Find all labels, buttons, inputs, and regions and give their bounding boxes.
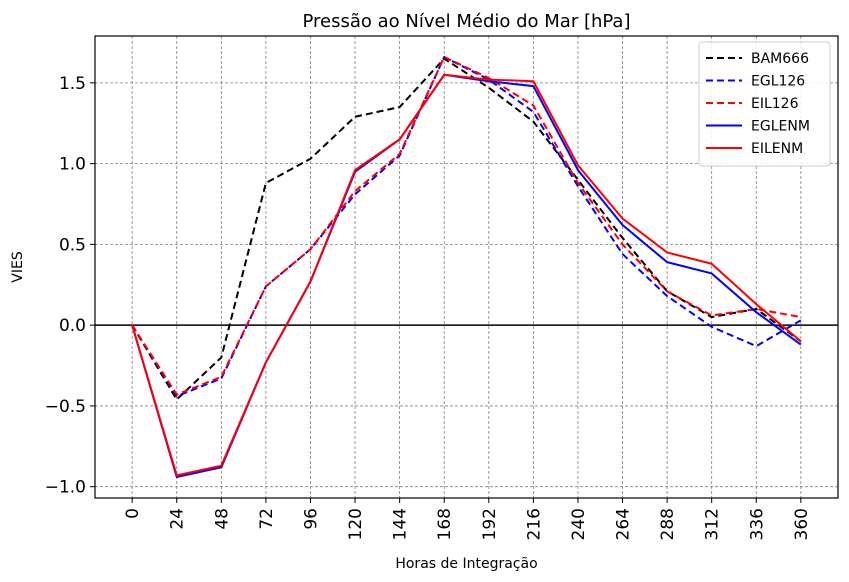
x-tick-label: 264 [614,508,634,540]
legend-label: BAM666 [751,51,809,67]
y-tick-label: 0.0 [59,316,86,336]
x-tick-label: 96 [301,508,321,530]
y-tick-label: 1.5 [59,74,86,94]
legend-label: EILENM [751,141,803,157]
legend: BAM666 EGL126 EIL126 EGLENM EILENM [698,41,831,167]
x-tick-label: 72 [257,508,277,530]
x-tick-label: 48 [212,508,232,530]
chart-title: Pressão ao Nível Médio do Mar [hPa] [303,11,631,32]
x-axis-label: Horas de Integração [395,556,537,572]
x-tick-label: 240 [569,508,589,540]
y-tick-label: −0.5 [45,397,86,417]
legend-label: EIL126 [751,96,799,112]
y-tick-label: 1.0 [59,155,86,175]
x-tick-label: 168 [435,508,455,540]
series-layer [131,56,802,478]
plot-frame [94,35,839,499]
x-tick-label: 360 [792,508,812,540]
x-tick-label: 336 [747,508,767,540]
x-tick-label: 192 [480,508,500,540]
x-tick-label: 24 [168,508,188,530]
legend-label: EGL126 [751,74,805,90]
x-tick-label: 120 [346,508,366,540]
x-tick-label: 216 [524,508,544,540]
grid [95,36,838,498]
y-axis: −1.0 −0.5 0.0 0.5 1.0 1.5 [45,74,95,498]
x-tick-label: 288 [658,508,678,540]
x-tick-label: 312 [703,508,723,540]
x-tick-label: 144 [391,508,411,540]
series-line-eil126 [131,56,802,396]
series-line-eilenm [131,73,802,477]
y-tick-label: −1.0 [45,478,86,498]
x-axis: 0 24 48 72 96 120 144 168 192 216 240 264 288 312 336 3… [123,498,812,540]
y-axis-label: VIES [10,251,26,283]
y-tick-label: 0.5 [59,235,86,255]
legend-label: EGLENM [751,119,810,135]
x-tick-label: 0 [123,508,143,519]
legend-box [698,41,831,167]
